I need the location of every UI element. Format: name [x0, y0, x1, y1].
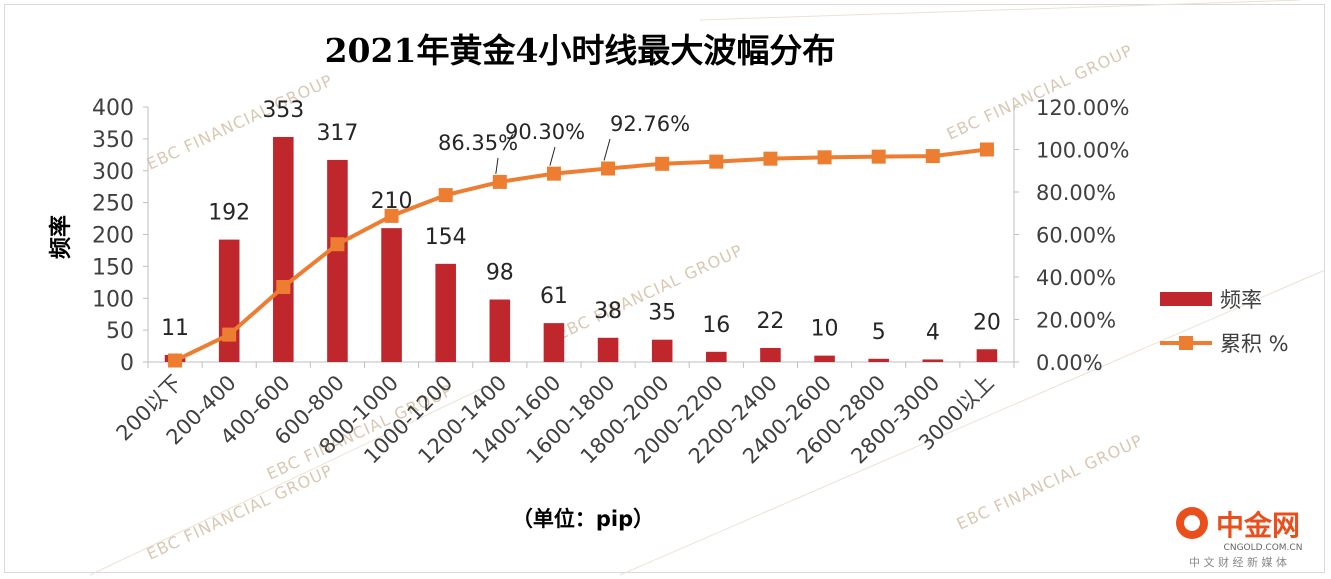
- callout-label: 86.35%: [438, 131, 518, 155]
- y-tick-label: 200: [92, 224, 134, 249]
- line-marker: [384, 208, 399, 223]
- line-marker: [546, 166, 561, 181]
- legend: 频率 累积 %: [1160, 288, 1289, 356]
- logo-name: 中金网: [1216, 509, 1300, 542]
- logo-domain: CNGOLD.COM.CN: [1224, 543, 1303, 553]
- y2-tick-label: 100.00%: [1036, 139, 1129, 163]
- y-tick-label: 100: [92, 287, 134, 312]
- bar-value-label: 154: [425, 225, 467, 250]
- y-axis-label: 频率: [48, 215, 74, 259]
- line-marker: [655, 156, 670, 171]
- line-marker: [817, 150, 832, 165]
- bar-value-label: 10: [811, 317, 839, 342]
- bar-value-label: 61: [540, 284, 568, 309]
- cumulative-line: [174, 147, 988, 363]
- line-marker: [979, 142, 994, 157]
- logo-tagline: 中 文 财 经 新 媒 体: [1189, 555, 1287, 569]
- bar-value-label: 22: [756, 309, 784, 334]
- y-tick-label: 150: [92, 255, 134, 280]
- y-tick-label: 400: [92, 96, 134, 121]
- x-axis-label: （单位：pip）: [512, 507, 654, 531]
- callout-leader: [495, 157, 499, 174]
- data-labels: 11 192 353 317 210 154 98 61 38 35 16 22 10 5 4 20 86.35…: [161, 98, 1001, 345]
- bar: [327, 159, 348, 362]
- callout-label: 92.76%: [610, 112, 690, 136]
- bar-value-label: 11: [161, 316, 189, 341]
- bar-value-label: 210: [371, 189, 413, 214]
- legend-label-bar: 频率: [1220, 288, 1262, 312]
- y-tick-label: 50: [106, 319, 134, 344]
- bar: [597, 337, 619, 362]
- y2-tick-label: 20.00%: [1036, 309, 1116, 333]
- callout-label: 90.30%: [505, 120, 585, 144]
- bar: [706, 351, 727, 362]
- bar: [381, 228, 402, 362]
- bar: [976, 349, 998, 362]
- y-tick-label: 0: [120, 351, 134, 376]
- watermark-text: EBC FINANCIAL GROUP: [144, 461, 336, 564]
- y-tick-label: 350: [92, 128, 134, 153]
- bar: [489, 299, 511, 362]
- line-marker: [222, 327, 237, 342]
- y2-tick-label: 40.00%: [1036, 266, 1116, 290]
- bar-value-label: 192: [208, 201, 250, 226]
- bar-value-label: 16: [702, 313, 730, 338]
- watermark-text: EBC FINANCIAL GROUP: [144, 71, 336, 174]
- bar-value-label: 5: [872, 320, 886, 345]
- logo-mark-center-icon: [1184, 515, 1200, 531]
- callout-leader: [549, 146, 556, 166]
- chart-title: 2021年黄金4小时线最大波幅分布: [325, 31, 836, 70]
- brand-logo: 中金网 CNGOLD.COM.CN 中 文 财 经 新 媒 体: [1176, 507, 1302, 569]
- line-marker: [925, 149, 940, 164]
- y2-tick-label: 60.00%: [1036, 224, 1116, 248]
- y2-tick-label: 0.00%: [1036, 351, 1103, 375]
- bar: [435, 263, 456, 362]
- bar: [868, 358, 889, 362]
- watermark-stripe: [89, 379, 501, 576]
- legend-label-line: 累积 %: [1220, 332, 1289, 356]
- y2-tick-label: 120.00%: [1036, 96, 1129, 120]
- bar: [760, 347, 781, 362]
- line-marker: [871, 149, 886, 164]
- bar-value-label: 38: [594, 299, 622, 324]
- bar: [218, 239, 240, 362]
- chart-frame: [4, 4, 1325, 573]
- watermark-text: EBC FINANCIAL GROUP: [944, 41, 1136, 144]
- line-marker: [276, 279, 291, 294]
- bar-value-label: 353: [262, 98, 304, 123]
- bar: [814, 355, 835, 362]
- bar: [273, 136, 294, 362]
- y2-tick-label: 80.00%: [1036, 181, 1116, 205]
- line-marker: [763, 151, 778, 166]
- callout-leader: [603, 138, 611, 161]
- bar: [651, 339, 673, 362]
- bar-value-label: 98: [486, 261, 514, 286]
- bar-value-label: 4: [926, 320, 940, 345]
- y-tick-label: 250: [92, 192, 134, 217]
- line-marker: [492, 174, 507, 189]
- line-marker: [330, 237, 345, 252]
- line-marker: [168, 353, 183, 368]
- watermark-stripe: [619, 269, 1326, 576]
- bar: [543, 323, 565, 362]
- line-marker: [709, 154, 724, 169]
- watermark-stripe: [699, 0, 1301, 21]
- bar-value-label: 35: [648, 301, 676, 326]
- line-marker: [601, 161, 616, 176]
- bar: [922, 359, 944, 362]
- legend-marker-line: [1179, 336, 1193, 350]
- legend-swatch-bar: [1160, 292, 1212, 306]
- bar-value-label: 317: [316, 121, 358, 146]
- line-marker: [438, 188, 453, 203]
- y-tick-label: 300: [92, 160, 134, 185]
- line-series: [168, 142, 994, 368]
- bar-value-label: 20: [973, 310, 1001, 335]
- watermark-text: EBC FINANCIAL GROUP: [954, 431, 1146, 534]
